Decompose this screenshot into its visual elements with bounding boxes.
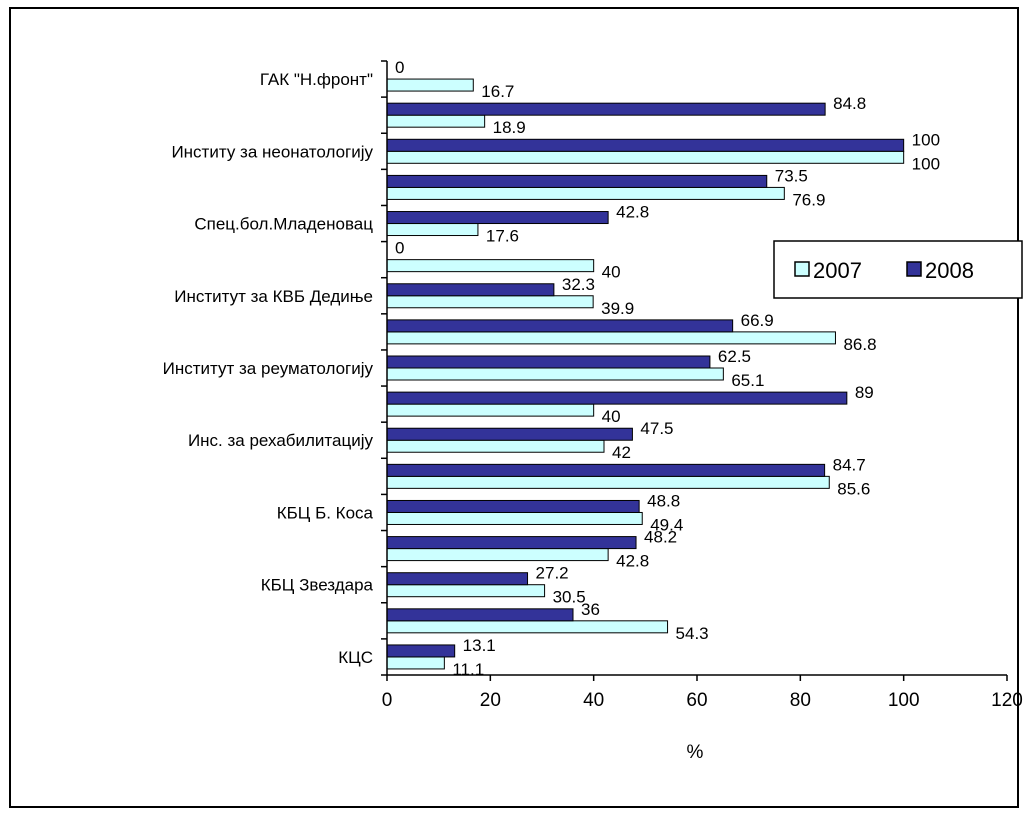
data-label-2008: 36 (581, 600, 600, 619)
x-tick-label: 120 (991, 690, 1023, 711)
bar-2007 (386, 78, 474, 92)
legend-swatch-2007 (794, 261, 810, 277)
legend: 2007 2008 (773, 240, 1023, 299)
data-label-2008: 84.7 (833, 455, 866, 474)
data-label-2007: 54.3 (676, 624, 709, 643)
x-tick-label: 40 (583, 690, 604, 711)
data-label-2007: 76.9 (792, 190, 825, 209)
bar-2008 (386, 174, 768, 188)
bar-2008 (386, 608, 574, 622)
data-label-2008: 0 (395, 58, 404, 77)
bar-2007 (386, 150, 905, 164)
category-label: КЦС (338, 648, 373, 667)
bar-2007 (386, 584, 546, 598)
data-label-2007: 86.8 (843, 335, 876, 354)
bar-2007 (386, 511, 643, 525)
bar-2008 (386, 283, 555, 297)
x-tick-label: 60 (686, 690, 707, 711)
data-label-2007: 17.6 (486, 227, 519, 246)
legend-swatch-2008 (906, 261, 922, 277)
bar-2007 (386, 331, 836, 345)
bar-2007 (386, 548, 609, 562)
bar-2008 (386, 138, 905, 152)
bar-2008 (386, 391, 848, 405)
bar-2007 (386, 367, 724, 381)
legend-box (773, 240, 1023, 299)
data-label-2008: 27.2 (536, 564, 569, 583)
bar-2007 (386, 259, 595, 273)
bar-2008 (386, 572, 529, 586)
bar-2007 (386, 439, 605, 453)
category-label: Инс. за рехабилитацију (188, 431, 374, 450)
bar-2008 (386, 536, 637, 550)
bar-2007 (386, 620, 669, 634)
category-label: ГАК "Н.фронт" (260, 70, 373, 89)
data-label-2007: 39.9 (601, 299, 634, 318)
data-label-2008: 47.5 (640, 419, 673, 438)
axes (381, 60, 1008, 681)
bar-2008 (386, 102, 826, 116)
category-label: Спец.бол.Младеновац (194, 215, 373, 234)
x-tick-labels: 0 20 40 60 80 100 120 (382, 690, 1023, 711)
data-label-2007: 18.9 (493, 118, 526, 137)
category-label: КБЦ Б. Коса (277, 503, 374, 522)
data-label-2008: 42.8 (616, 203, 649, 222)
bar-2008 (386, 463, 826, 477)
x-tick-label: 0 (382, 690, 393, 711)
bar-2008 (386, 355, 711, 369)
data-label-2007: 42.8 (616, 552, 649, 571)
data-label-2007: 42 (612, 443, 631, 462)
x-tick-label: 80 (790, 690, 811, 711)
category-labels: ГАК "Н.фронт" Институ за неонатологију Спе… (163, 70, 374, 667)
data-label-2008: 73.5 (775, 166, 808, 185)
data-label-2008: 84.8 (833, 94, 866, 113)
bar-2007 (386, 295, 594, 309)
bar-2007 (386, 186, 785, 200)
bar-2007 (386, 656, 445, 670)
bar-2008 (386, 499, 640, 513)
data-label-2008: 62.5 (718, 347, 751, 366)
data-label-2008: 0 (395, 239, 404, 258)
data-label-2008: 100 (912, 130, 940, 149)
data-label-2007: 40 (602, 263, 621, 282)
legend-label-2008: 2008 (925, 258, 974, 283)
x-tick-label: 100 (888, 690, 920, 711)
value-labels: 0 16.7 84.8 18.9 100 100 73.5 76.9 42.8 17.6 0 40 32… (395, 58, 940, 679)
data-label-2007: 49.4 (650, 515, 683, 534)
series-2007-bars (386, 78, 905, 670)
data-label-2007: 30.5 (553, 588, 586, 607)
bar-2007 (386, 223, 479, 237)
legend-label-2007: 2007 (813, 258, 862, 283)
data-label-2008: 48.8 (647, 491, 680, 510)
bar-2007 (386, 475, 830, 489)
bar-2008 (386, 644, 456, 658)
x-axis-title: % (687, 742, 704, 763)
data-label-2007: 85.6 (837, 479, 870, 498)
category-label: Институт за реуматологију (163, 359, 374, 378)
category-label: Институ за неонатологију (171, 142, 373, 161)
category-label: КБЦ Звездара (261, 576, 374, 595)
data-label-2008: 89 (855, 383, 874, 402)
data-label-2007: 100 (912, 154, 940, 173)
data-label-2007: 40 (602, 407, 621, 426)
bar-2007 (386, 114, 486, 128)
bar-2008 (386, 211, 609, 225)
data-label-2008: 32.3 (562, 275, 595, 294)
category-label: Институт за КВБ Дедиње (174, 287, 373, 306)
data-label-2008: 48.2 (644, 528, 677, 547)
data-label-2008: 66.9 (741, 311, 774, 330)
bar-2007 (386, 403, 595, 417)
x-tick-label: 20 (480, 690, 501, 711)
bar-2008 (386, 319, 734, 333)
data-label-2007: 16.7 (481, 82, 514, 101)
bar-2008 (386, 427, 633, 441)
data-label-2008: 13.1 (463, 636, 496, 655)
data-label-2007: 11.1 (452, 660, 484, 679)
data-label-2007: 65.1 (731, 371, 764, 390)
